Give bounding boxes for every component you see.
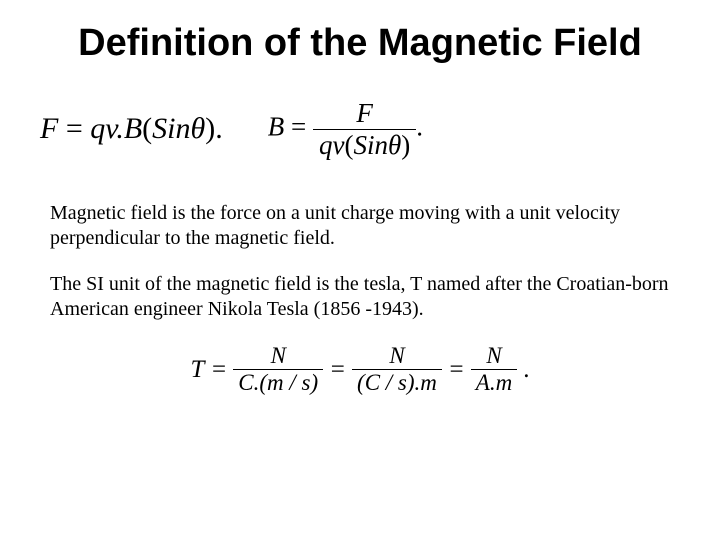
trailing-dot: . — [416, 111, 423, 141]
force-sin: Sin — [152, 112, 190, 145]
unit-frac-2: N (C / s).m — [352, 343, 442, 396]
den-qv: qv — [319, 130, 344, 160]
field-fraction: F qv(Sinθ) — [313, 98, 416, 161]
frac2-num: N — [352, 343, 442, 369]
field-equation: B = F qv(Sinθ) . — [268, 98, 423, 161]
unit-equation-row: T = N C.(m / s) = N (C / s).m = N A.m . — [50, 343, 670, 396]
force-theta: θ — [191, 112, 206, 145]
frac1-num: N — [233, 343, 323, 369]
unit-frac-3: N A.m — [471, 343, 517, 396]
field-numerator: F — [313, 98, 416, 129]
trailing-dot: . — [523, 356, 529, 384]
trailing-dot: . — [215, 112, 223, 145]
field-lhs: B — [268, 111, 285, 141]
equals: = — [448, 356, 465, 384]
unit-lhs: T — [191, 356, 205, 384]
den-sin: Sin — [353, 130, 388, 160]
equals: = — [329, 356, 346, 384]
paragraph-1: Magnetic field is the force on a unit ch… — [50, 201, 670, 252]
paren-close: ) — [401, 130, 410, 160]
frac1-den: C.(m / s) — [233, 369, 323, 396]
force-rhs-qvb: qv.B — [90, 112, 142, 145]
paren-open: ( — [142, 112, 152, 145]
frac3-num: N — [471, 343, 517, 369]
force-equation: F = qv.B(Sinθ). — [40, 112, 223, 146]
equation-row-1: F = qv.B(Sinθ). B = F qv(Sinθ) . — [40, 98, 670, 161]
frac2-den: (C / s).m — [352, 369, 442, 396]
paren-close: ) — [205, 112, 215, 145]
equals: = — [210, 356, 227, 384]
unit-frac-1: N C.(m / s) — [233, 343, 323, 396]
paragraph-2: The SI unit of the magnetic field is the… — [50, 272, 670, 323]
field-denominator: qv(Sinθ) — [313, 129, 416, 161]
slide-title: Definition of the Magnetic Field — [50, 22, 670, 66]
force-lhs: F — [40, 112, 58, 145]
den-theta: θ — [388, 130, 401, 160]
unit-equation: T = N C.(m / s) = N (C / s).m = N A.m . — [191, 343, 530, 396]
frac3-den: A.m — [471, 369, 517, 396]
equals: = — [66, 112, 90, 145]
equals: = — [291, 111, 313, 141]
